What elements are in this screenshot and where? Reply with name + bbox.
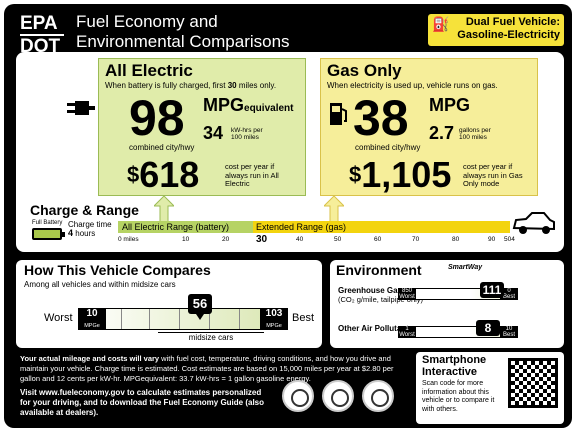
ghg-worst: 850 Worst <box>398 288 416 300</box>
charge-time: Charge time 4 hours <box>68 220 112 238</box>
midsize-range-label: midsize cars <box>158 332 264 342</box>
charge-time-label: Charge time <box>68 220 112 229</box>
vehicle-type-line-2: Gasoline-Electricity <box>457 29 560 41</box>
electric-mpge-value: 98 <box>129 90 185 146</box>
smartphone-panel: Smartphone Interactive Scan code for mor… <box>416 352 564 424</box>
best-label: Best <box>292 312 315 324</box>
dot-seal-icon <box>322 380 354 412</box>
gas-gallons-value: 2.7 <box>429 123 455 143</box>
electric-kwh-value: 34 <box>203 123 224 143</box>
gas-box: Gas Only When electricity is used up, ve… <box>320 58 538 196</box>
compare-subtitle: Among all vehicles and within midsize ca… <box>24 280 176 289</box>
extended-range-label: Extended Range (gas) <box>256 222 347 232</box>
range-tick: 50 <box>334 236 342 243</box>
plug-icon <box>67 101 95 115</box>
qr-code[interactable] <box>508 358 558 408</box>
electric-kwh-unit: kW-hrs per 100 miles <box>231 127 263 141</box>
compare-title: How This Vehicle Compares <box>24 262 211 278</box>
compare-scale <box>78 308 288 330</box>
best-unit: MPGe <box>266 323 282 329</box>
environment-title: Environment <box>336 262 422 278</box>
smartphone-text: Scan code for more information about thi… <box>422 380 495 413</box>
smartway-logo: SmartWay <box>448 264 483 271</box>
range-tick: 10 <box>182 236 190 243</box>
charge-time-value: 4 <box>68 228 74 238</box>
electric-range-label: All Electric Range (battery) <box>122 222 230 232</box>
electric-mpg-label: MPGequivalent <box>203 95 294 115</box>
vehicle-type-badge: ⛽ Dual Fuel Vehicle: Gasoline-Electricit… <box>428 14 564 46</box>
air-best: 10 Best <box>500 326 518 338</box>
electric-range-segment <box>118 221 253 233</box>
range-tick: 40 <box>296 236 304 243</box>
range-tick: 504 <box>504 236 515 243</box>
best-value-box: 103 MPGe <box>260 308 288 330</box>
fuel-pump-icon: ⛽ <box>432 16 450 32</box>
ghg-label: Greenhouse Gases (CO₂ g/mile, tailpipe on… <box>338 286 424 304</box>
agency-logo: EPA DOT <box>20 14 64 56</box>
ghg-best: 0 Best <box>500 288 518 300</box>
gas-combined-label: combined city/hwy <box>355 143 421 152</box>
title-line-1: Fuel Economy and <box>76 12 218 31</box>
main-panel: All Electric When battery is fully charg… <box>16 52 564 252</box>
gas-cost-label: cost per year if always run in Gas Only … <box>463 162 523 188</box>
energy-seal-icon <box>362 380 394 412</box>
electric-combined-label: combined city/hwy <box>129 143 195 152</box>
battery-icon <box>32 228 65 240</box>
smartphone-title: Smartphone Interactive <box>422 354 487 378</box>
range-bar <box>118 221 510 233</box>
charge-time-unit: hours <box>75 229 96 238</box>
worst-label: Worst <box>44 312 73 324</box>
this-vehicle-marker: 56 <box>188 294 212 320</box>
title-line-2: Environmental Comparisons <box>76 32 290 51</box>
air-pollutants-label: Other Air Pollutants <box>338 324 414 333</box>
gas-mpg-label: MPG <box>429 95 471 115</box>
range-tick: 30 <box>256 234 268 245</box>
worst-value-box: 10 MPGe <box>78 308 106 330</box>
page-title: Fuel Economy and Environmental Compariso… <box>76 12 290 52</box>
gas-title: Gas Only <box>327 61 402 80</box>
range-tick: 90 <box>488 236 496 243</box>
range-tick: 60 <box>374 236 382 243</box>
charge-range-title: Charge & Range <box>30 202 139 218</box>
compare-panel: How This Vehicle Compares Among all vehi… <box>16 260 322 348</box>
electric-range-arrow <box>154 196 174 222</box>
best-value: 103 <box>265 308 283 319</box>
electric-box: All Electric When battery is fully charg… <box>67 58 306 196</box>
epa-seal-icon <box>282 380 314 412</box>
ghg-marker: 111 <box>480 282 504 298</box>
gas-annual-cost: $1,105 <box>349 154 452 195</box>
electric-subtitle: When battery is fully charged, first 30 … <box>105 81 277 90</box>
electric-annual-cost: $618 <box>127 154 200 195</box>
gas-mpg-value: 38 <box>353 90 409 146</box>
vehicle-type-line-1: Dual Fuel Vehicle: <box>465 16 560 28</box>
agency-epa: EPA <box>20 14 64 36</box>
disclaimer: Your actual mileage and costs will vary … <box>20 354 394 383</box>
range-tick: 20 <box>222 236 230 243</box>
air-pollutants-bar: 1 Worst 10 Best <box>398 326 518 338</box>
worst-unit: MPGe <box>84 323 100 329</box>
agency-dot: DOT <box>20 36 61 57</box>
electric-cost-label: cost per year if always run in All Elect… <box>225 162 279 188</box>
air-worst: 1 Worst <box>398 326 416 338</box>
gas-range-arrow <box>324 196 344 222</box>
range-tick: 70 <box>412 236 420 243</box>
range-tick: 0 miles <box>118 236 139 243</box>
gas-subtitle: When electricity is used up, vehicle run… <box>327 81 498 90</box>
environment-panel: Environment SmartWay Greenhouse Gases (CO… <box>330 260 564 348</box>
car-icon <box>512 212 555 234</box>
worst-value: 10 <box>86 308 98 319</box>
electric-title: All Electric <box>105 61 193 80</box>
visit-website-text: Visit www.fueleconomy.gov to calculate e… <box>20 388 265 417</box>
air-marker: 8 <box>476 320 500 336</box>
range-tick: 80 <box>452 236 460 243</box>
full-battery-label: Full Battery <box>32 220 63 226</box>
gas-pump-icon <box>330 103 347 125</box>
gas-gallons-unit: gallons per 100 miles <box>459 127 491 141</box>
